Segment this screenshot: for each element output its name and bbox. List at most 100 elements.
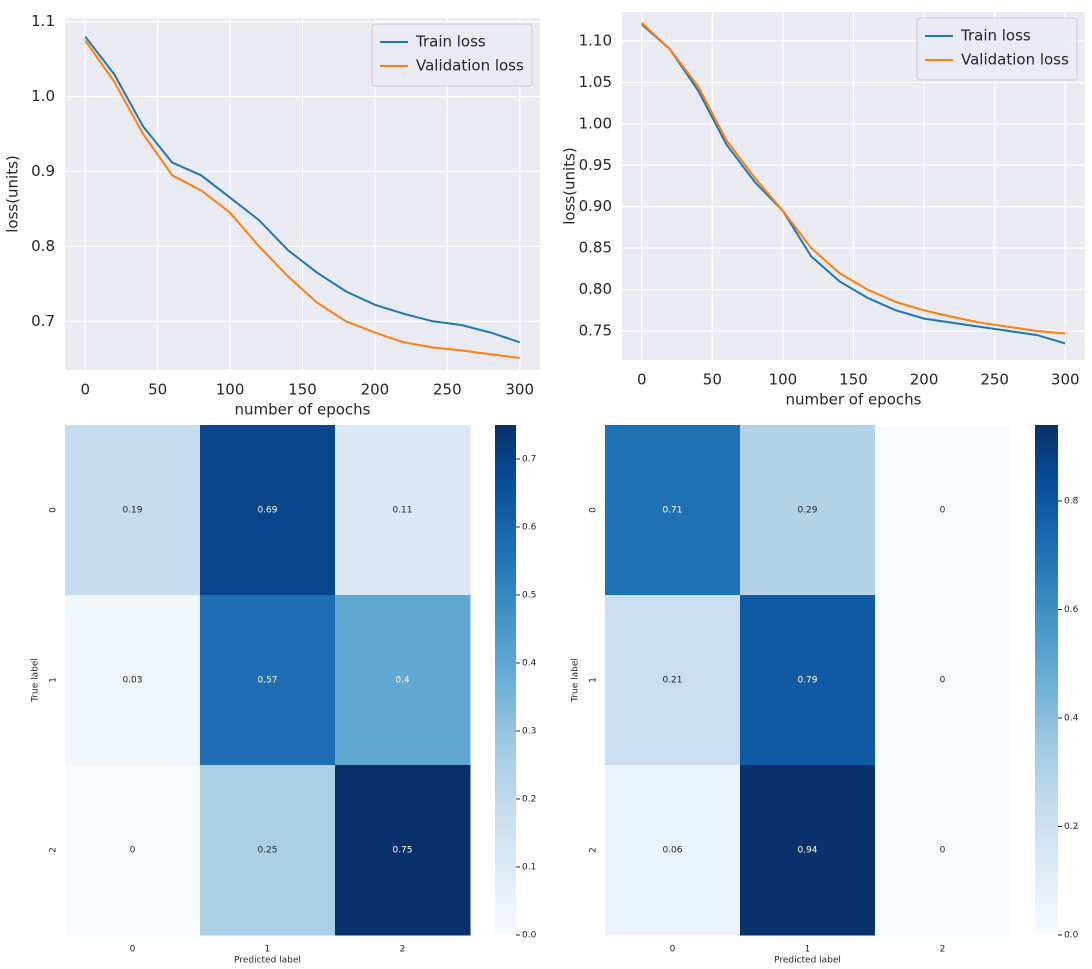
colorbar-tick-label: 0.7 — [522, 455, 536, 465]
x-tick-label: 150 — [288, 381, 317, 399]
colorbar-tick-label: 0.0 — [1064, 931, 1079, 941]
colorbar-tick-label: 0.6 — [1064, 605, 1079, 615]
y-tick-label: 2 — [49, 847, 59, 853]
cell-label: 0.75 — [392, 846, 412, 856]
cell-label: 0.21 — [662, 676, 682, 686]
x-tick-label: 250 — [980, 371, 1009, 389]
heatmap-cell — [335, 765, 471, 936]
x-tick-label: 50 — [703, 371, 722, 389]
cell-label: 0.19 — [122, 506, 142, 516]
colorbar-tick-label: 0.8 — [1064, 496, 1079, 506]
cell-label: 0.79 — [797, 676, 817, 686]
cell-label: 0.94 — [797, 846, 817, 856]
colorbar-tick-label: 0.3 — [522, 727, 536, 737]
x-tick-label: 0 — [81, 381, 91, 399]
legend-label: Validation loss — [961, 51, 1069, 69]
x-tick-label: 300 — [505, 381, 534, 399]
cell-label: 0.11 — [392, 506, 412, 516]
colorbar-tick-label: 0.4 — [1064, 713, 1079, 723]
colorbar-tick-label: 0.6 — [522, 523, 537, 533]
heatmap-cell — [605, 425, 741, 596]
x-axis-label: Predicted label — [774, 956, 841, 966]
heatmap-cell — [875, 595, 1011, 766]
cell-label: 0.03 — [122, 676, 142, 686]
line-series — [641, 23, 1066, 345]
x-tick-label: 0 — [670, 945, 676, 955]
cell-label: 0 — [940, 676, 946, 686]
colorbar-tick-label: 0.1 — [522, 863, 536, 873]
legend-label: Train loss — [415, 33, 486, 51]
y-tick-label: 1 — [49, 677, 59, 683]
heatmap-cell — [740, 595, 876, 766]
legend-label: Train loss — [960, 27, 1031, 45]
cell-label: 0 — [940, 506, 946, 516]
y-tick-label: 1.05 — [579, 73, 612, 91]
cell-label: 0 — [130, 846, 136, 856]
cell-label: 0.4 — [395, 676, 410, 686]
cell-label: 0.57 — [257, 676, 277, 686]
heatmap-cell — [875, 765, 1011, 936]
cell-label: 0.71 — [662, 506, 682, 516]
x-tick-label: 200 — [361, 381, 390, 399]
x-tick-label: 250 — [433, 381, 462, 399]
heatmap-cell — [605, 595, 741, 766]
y-tick-label: 0 — [589, 507, 599, 513]
colorbar-tick-label: 0.2 — [1064, 822, 1078, 832]
x-tick-label: 100 — [769, 371, 798, 389]
line-series — [84, 36, 521, 344]
colorbar — [1035, 425, 1058, 935]
x-axis-label: number of epochs — [785, 391, 921, 409]
y-tick-label: 0.95 — [579, 156, 612, 174]
x-axis-label: number of epochs — [234, 401, 370, 419]
y-axis-label: True label — [31, 658, 41, 703]
cell-label: 0.25 — [257, 846, 277, 856]
heatmap-cell — [65, 595, 201, 766]
heatmap-cell — [605, 765, 741, 936]
y-tick-label: 1.1 — [31, 12, 55, 30]
x-tick-label: 300 — [1051, 371, 1080, 389]
x-tick-label: 200 — [910, 371, 939, 389]
line-series — [641, 22, 1066, 335]
y-tick-label: 0.8 — [31, 237, 55, 255]
heatmap-cell — [65, 765, 201, 936]
x-tick-label: 100 — [216, 381, 245, 399]
cell-label: 0 — [940, 846, 946, 856]
y-tick-label: 0.7 — [31, 312, 55, 330]
x-tick-label: 0 — [637, 371, 647, 389]
y-tick-label: 2 — [589, 847, 599, 853]
y-tick-label: 0.75 — [579, 322, 612, 340]
heatmap-cell — [200, 765, 336, 936]
legend-box — [916, 17, 1078, 81]
x-tick-label: 50 — [148, 381, 167, 399]
x-tick-label: 2 — [400, 945, 406, 955]
y-axis-label: loss(units) — [561, 147, 579, 225]
x-tick-label: 150 — [839, 371, 868, 389]
y-tick-label: 1 — [589, 677, 599, 683]
heatmap-cell — [875, 425, 1011, 596]
y-axis-label: True label — [571, 658, 581, 703]
y-tick-label: 1.10 — [579, 32, 612, 50]
y-axis-label: loss(units) — [4, 155, 22, 233]
colorbar-tick-label: 0.2 — [522, 795, 536, 805]
cell-label: 0.69 — [257, 506, 277, 516]
line-series — [84, 39, 520, 359]
heatmap-cell — [335, 425, 471, 596]
y-tick-label: 0.9 — [31, 162, 55, 180]
x-tick-label: 1 — [805, 945, 811, 955]
x-tick-label: 2 — [940, 945, 946, 955]
cell-label: 0.06 — [662, 846, 682, 856]
y-tick-label: 0.80 — [579, 280, 612, 298]
colorbar-tick-label: 0.4 — [522, 659, 537, 669]
y-tick-label: 0.85 — [579, 239, 612, 257]
x-tick-label: 0 — [130, 945, 136, 955]
x-tick-label: 1 — [265, 945, 271, 955]
x-axis-label: Predicted label — [234, 956, 301, 966]
y-tick-label: 0.90 — [579, 197, 612, 215]
legend-box — [371, 23, 533, 87]
colorbar — [495, 425, 516, 935]
heatmap-cell — [740, 765, 876, 936]
heatmap-cell — [65, 425, 201, 596]
cell-label: 0.29 — [797, 506, 817, 516]
heatmap-cell — [335, 595, 471, 766]
